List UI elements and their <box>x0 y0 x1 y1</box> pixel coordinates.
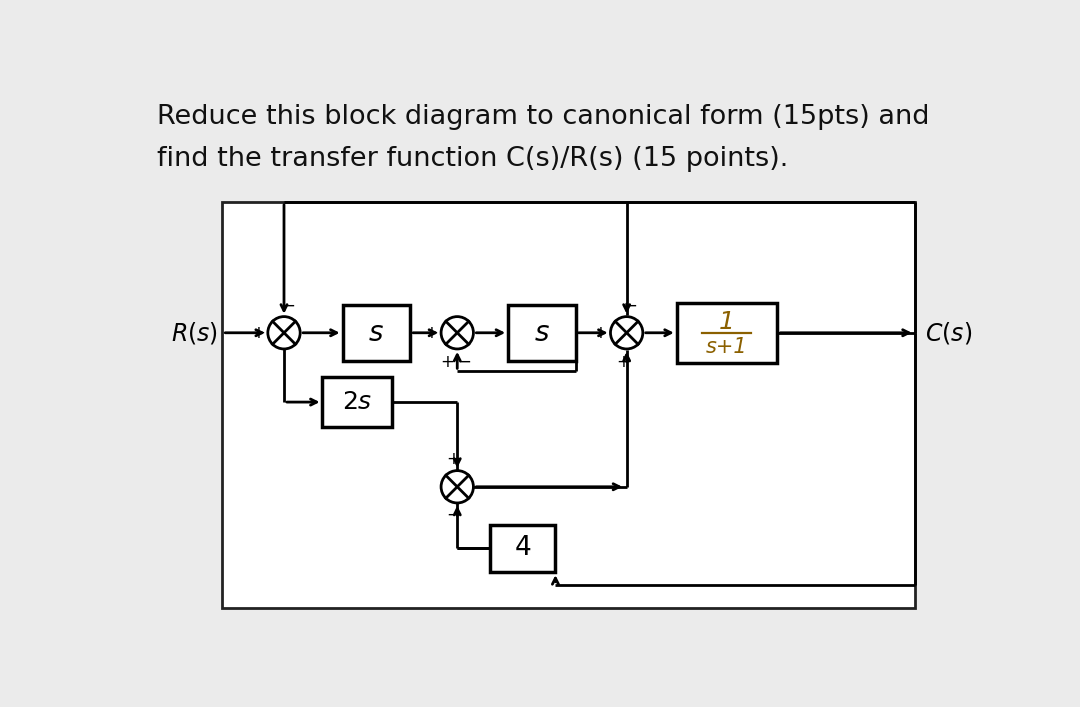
Text: $s$: $s$ <box>368 319 384 346</box>
Bar <box>490 525 555 572</box>
Text: +: + <box>424 324 438 341</box>
Text: Reduce this block diagram to canonical form (15pts) and: Reduce this block diagram to canonical f… <box>157 104 930 130</box>
Text: $2s$: $2s$ <box>342 390 373 414</box>
Text: +: + <box>251 324 265 341</box>
Bar <box>677 303 777 363</box>
Text: +: + <box>441 353 455 371</box>
Bar <box>508 305 576 361</box>
Text: 1: 1 <box>719 310 734 334</box>
Text: −: − <box>457 353 471 371</box>
Bar <box>323 377 392 427</box>
Text: +: + <box>446 450 460 468</box>
Text: −: − <box>446 506 460 523</box>
Text: s+1: s+1 <box>706 337 747 356</box>
Text: $s$: $s$ <box>534 319 550 346</box>
Text: +: + <box>616 353 630 371</box>
Text: find the transfer function C(s)/R(s) (15 points).: find the transfer function C(s)/R(s) (15… <box>157 146 788 172</box>
Text: −: − <box>281 297 295 315</box>
Text: −: − <box>623 297 637 315</box>
Text: +: + <box>594 324 607 341</box>
Text: 4: 4 <box>514 535 531 561</box>
Bar <box>342 305 410 361</box>
Text: $R(s)$: $R(s)$ <box>172 320 218 346</box>
Bar <box>222 202 916 608</box>
Text: $C(s)$: $C(s)$ <box>924 320 972 346</box>
